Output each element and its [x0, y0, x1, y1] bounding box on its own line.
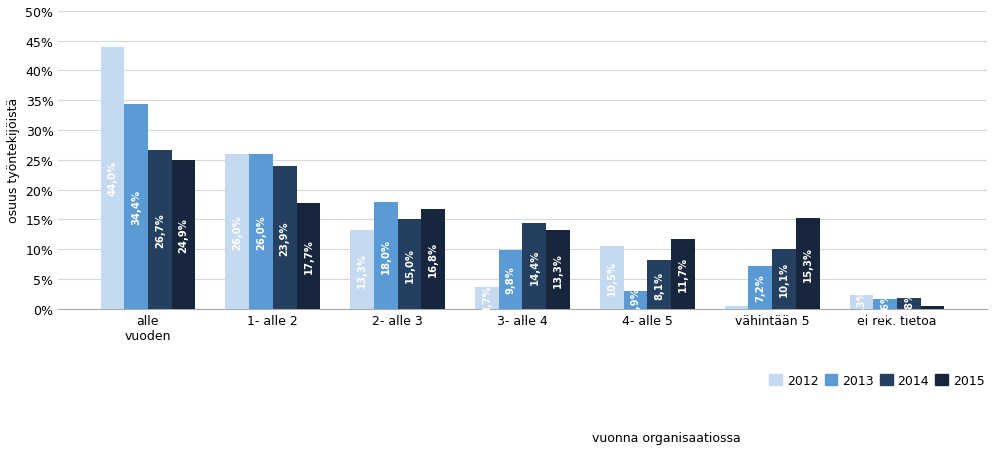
Bar — [296, 204, 320, 309]
Bar — [474, 287, 498, 309]
Text: vuonna organisaatiossa: vuonna organisaatiossa — [591, 431, 740, 444]
Bar — [546, 230, 570, 309]
Bar — [226, 155, 248, 309]
Text: 2,3%: 2,3% — [856, 288, 866, 316]
Text: 10,5%: 10,5% — [606, 260, 616, 295]
Bar — [498, 251, 522, 309]
Bar — [747, 266, 771, 309]
Bar — [100, 48, 124, 309]
Bar — [919, 307, 943, 309]
Text: 23,9%: 23,9% — [279, 221, 289, 255]
Text: 34,4%: 34,4% — [131, 189, 141, 225]
Bar — [248, 155, 272, 309]
Text: 13,3%: 13,3% — [357, 252, 367, 287]
Text: 44,0%: 44,0% — [107, 161, 117, 196]
Bar — [522, 224, 546, 309]
Bar — [670, 239, 694, 309]
Bar — [398, 220, 420, 309]
Text: 3,7%: 3,7% — [481, 284, 491, 312]
Bar — [647, 261, 670, 309]
Bar — [172, 161, 195, 309]
Bar — [724, 306, 747, 309]
Text: 16,8%: 16,8% — [427, 242, 437, 277]
Text: 1,8%: 1,8% — [903, 290, 912, 318]
Legend: 2012, 2013, 2014, 2015: 2012, 2013, 2014, 2015 — [763, 369, 989, 392]
Text: 17,7%: 17,7% — [303, 239, 313, 274]
Y-axis label: osuus työntekijöistä: osuus työntekijöistä — [7, 98, 20, 223]
Bar — [849, 295, 873, 309]
Bar — [374, 202, 398, 309]
Text: 2,9%: 2,9% — [630, 287, 640, 314]
Text: 1,6%: 1,6% — [880, 290, 890, 319]
Bar — [795, 218, 819, 309]
Bar — [623, 292, 647, 309]
Text: 11,7%: 11,7% — [677, 257, 687, 292]
Text: 26,0%: 26,0% — [232, 214, 242, 249]
Bar — [272, 167, 296, 309]
Bar — [896, 298, 919, 309]
Text: 18,0%: 18,0% — [381, 238, 391, 273]
Text: 8,1%: 8,1% — [653, 271, 664, 299]
Bar — [124, 105, 148, 309]
Bar — [771, 249, 795, 309]
Text: 9,8%: 9,8% — [505, 266, 515, 294]
Text: 24,9%: 24,9% — [178, 218, 189, 252]
Bar — [350, 230, 374, 309]
Bar — [420, 209, 444, 309]
Text: 10,1%: 10,1% — [778, 262, 788, 297]
Bar — [873, 300, 896, 309]
Bar — [148, 150, 172, 309]
Text: 7,2%: 7,2% — [754, 274, 764, 301]
Text: 26,7%: 26,7% — [155, 213, 165, 247]
Text: 15,0%: 15,0% — [405, 247, 414, 282]
Text: 14,4%: 14,4% — [529, 249, 539, 284]
Text: 15,3%: 15,3% — [802, 246, 812, 281]
Text: 26,0%: 26,0% — [255, 214, 265, 249]
Text: 13,3%: 13,3% — [553, 252, 563, 287]
Bar — [599, 247, 623, 309]
